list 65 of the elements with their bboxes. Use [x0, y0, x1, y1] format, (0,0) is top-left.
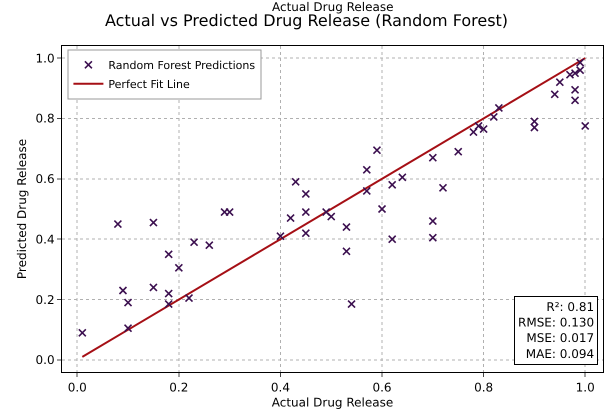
- x-axis-title: Actual Drug Release: [272, 395, 394, 410]
- point: [286, 214, 295, 222]
- y-tick-label: 0.0: [36, 353, 55, 368]
- point: [530, 117, 539, 126]
- legend-label: Perfect Fit Line: [108, 78, 190, 92]
- point: [398, 173, 407, 182]
- point: [342, 246, 351, 256]
- annotation: R²: 0.81 RMSE: 0.130 MSE: 0.017 MAE: 0.094: [518, 300, 594, 361]
- x-tick-label: 0.4: [270, 380, 290, 394]
- point: [347, 300, 356, 308]
- point: [149, 283, 158, 292]
- point: [576, 58, 584, 67]
- point: [362, 186, 372, 196]
- y-tick-label: 0.6: [36, 172, 55, 186]
- point: [570, 96, 580, 105]
- x-tick-label: 0.8: [474, 380, 494, 394]
- point: [190, 238, 198, 246]
- point: [302, 228, 310, 238]
- y-tick-label: 1.0: [36, 51, 55, 66]
- point: [428, 153, 438, 162]
- point: [302, 190, 310, 198]
- x-tick-label: 0.2: [169, 380, 188, 394]
- point: [494, 104, 504, 112]
- x-tick-label: 1.0: [576, 380, 595, 394]
- point: [489, 112, 498, 122]
- point: [205, 240, 214, 250]
- point: [164, 289, 173, 298]
- point: [530, 123, 539, 132]
- point: [342, 222, 351, 232]
- point: [149, 218, 158, 227]
- point: [322, 208, 330, 216]
- point: [164, 250, 173, 259]
- point: [276, 232, 285, 240]
- point: [469, 128, 478, 136]
- point: [78, 328, 87, 338]
- y-axis-title: Predicted Drug Release: [14, 138, 29, 280]
- point: [326, 212, 336, 221]
- point: [174, 264, 184, 272]
- x-tick-label: 0.0: [68, 380, 87, 394]
- point: [372, 146, 382, 154]
- point: [428, 233, 438, 242]
- point: [550, 90, 560, 99]
- x-tick-label: 0.6: [372, 380, 392, 394]
- point: [184, 294, 194, 302]
- point: [114, 220, 122, 228]
- point: [388, 180, 396, 190]
- point: [164, 300, 173, 308]
- y-tick-label: 0.4: [36, 232, 55, 246]
- y-tick-label: 0.8: [36, 112, 55, 126]
- y-tick-label: 0.2: [36, 292, 55, 307]
- point: [124, 298, 132, 307]
- point: [291, 178, 300, 186]
- point: [556, 78, 564, 87]
- point: [438, 184, 448, 192]
- point: [378, 204, 386, 214]
- point: [118, 286, 128, 295]
- point: [454, 147, 463, 156]
- point: [388, 234, 396, 244]
- point: [428, 216, 438, 226]
- point: [124, 324, 132, 333]
- point: [570, 85, 580, 94]
- point: [362, 165, 372, 174]
- legend-label: Random Forest Predictions: [108, 59, 256, 72]
- point: [302, 208, 310, 216]
- point: [580, 122, 590, 130]
